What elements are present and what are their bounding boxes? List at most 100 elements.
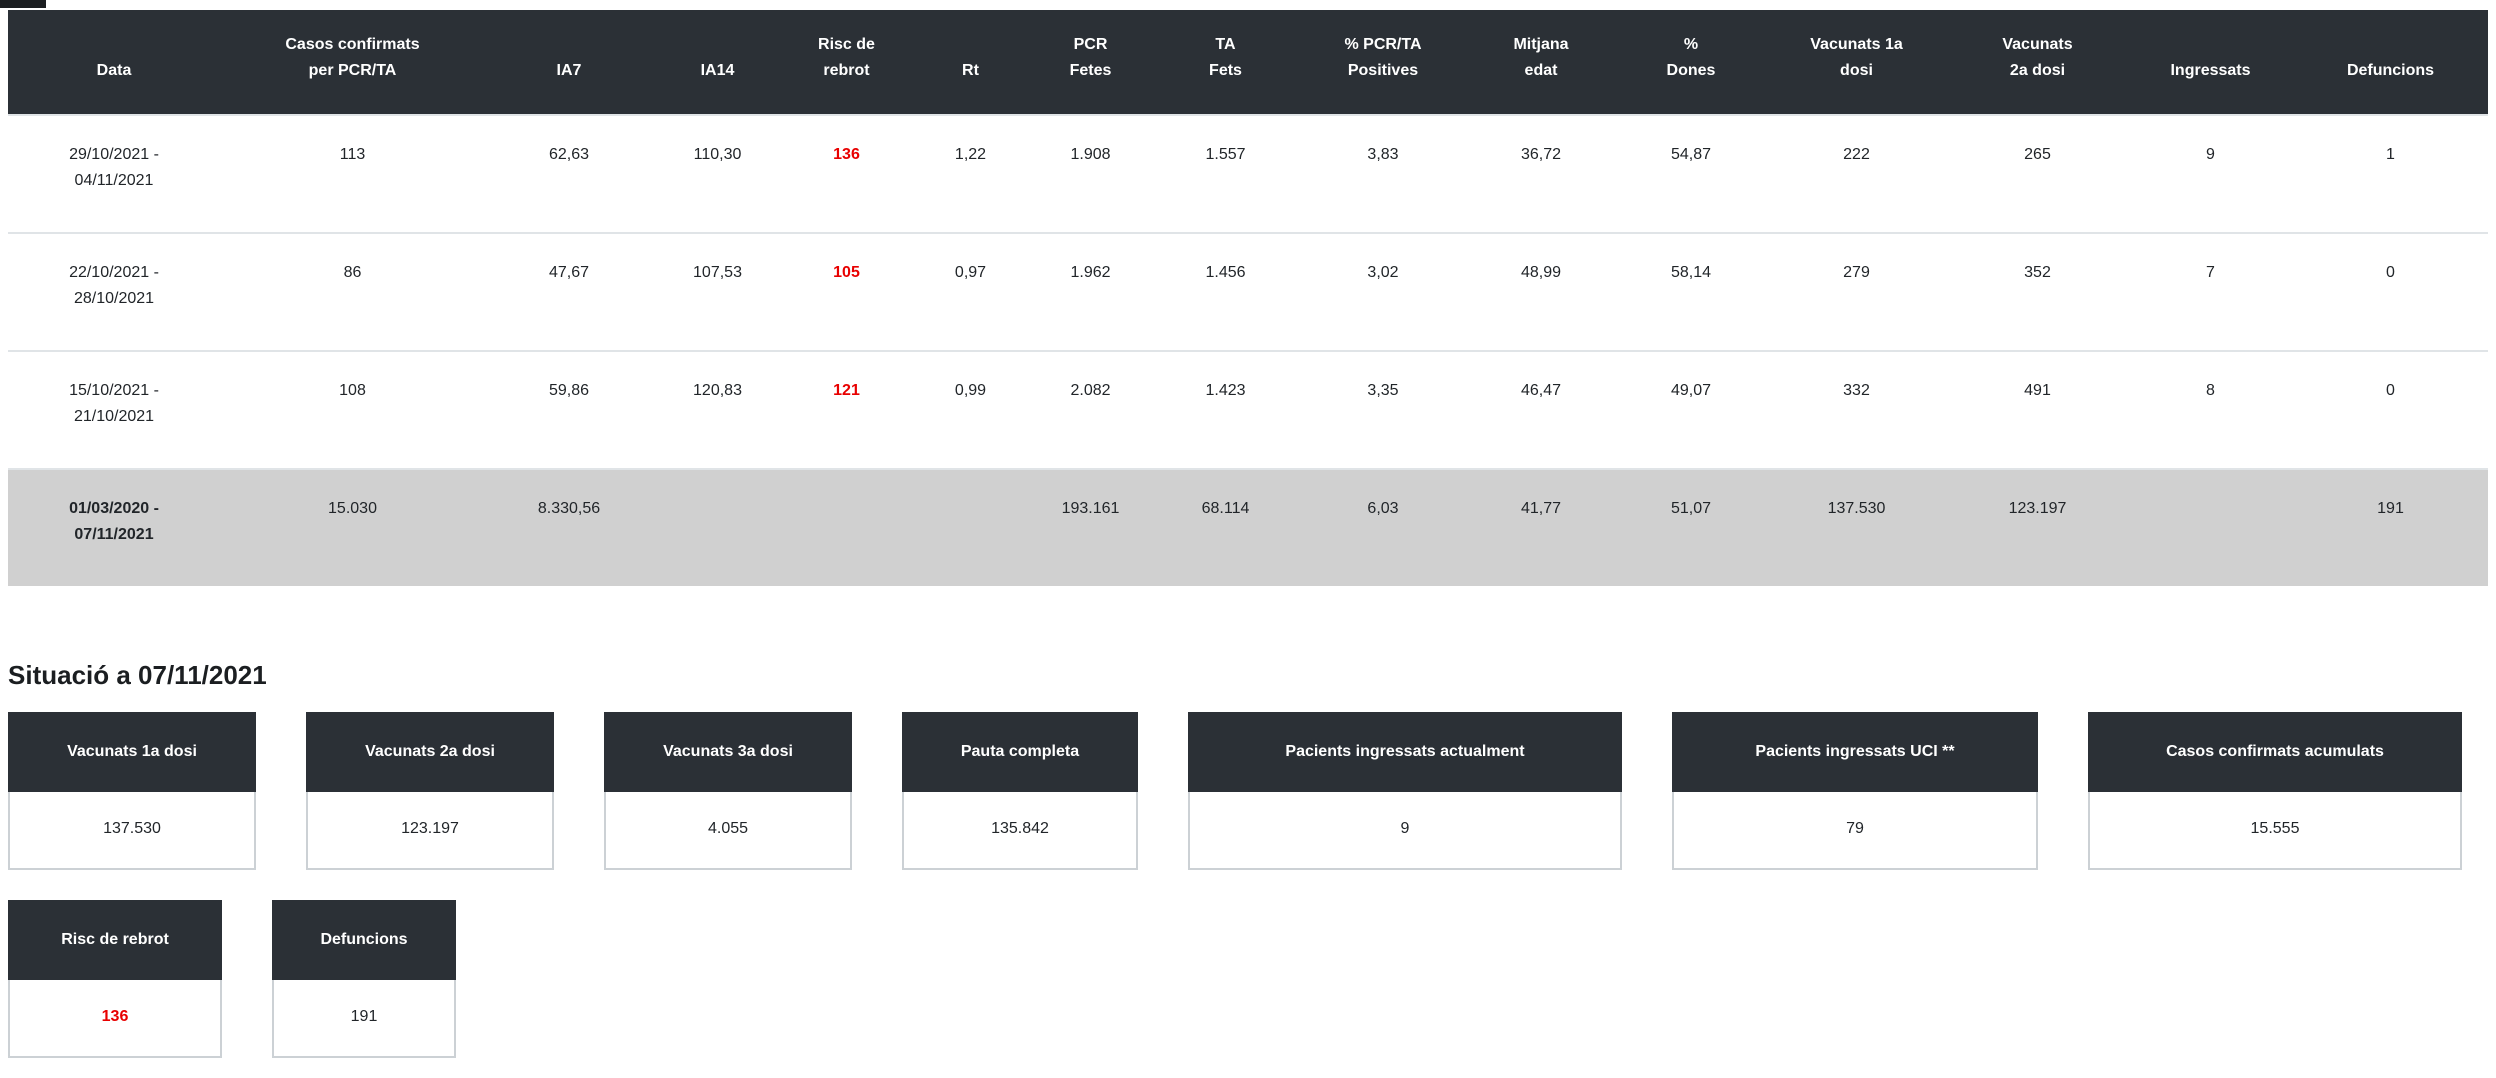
stat-card-label: Pauta completa xyxy=(902,712,1138,792)
stat-card-vacunats-3a-dosi: Vacunats 3a dosi 4.055 xyxy=(604,712,852,870)
column-header-vacunats-1a-dosi: Vacunats 1a dosi xyxy=(1766,10,1947,115)
column-header-data: Data xyxy=(8,10,220,115)
cell-vacunats-2a-dosi: 123.197 xyxy=(1947,468,2128,586)
cell-pcr-ta-positives: 3,83 xyxy=(1300,114,1466,233)
table-row-totals: 01/03/2020 -07/11/2021 15.030 8.330,56 1… xyxy=(8,468,2488,586)
cell-dones: 49,07 xyxy=(1616,350,1766,469)
cell-ia14: 107,53 xyxy=(653,232,782,351)
cell-defuncions: 0 xyxy=(2293,232,2488,351)
cell-data-range: 22/10/2021 -28/10/2021 xyxy=(8,232,220,351)
cell-pcr-ta-positives: 6,03 xyxy=(1300,468,1466,586)
cell-ia14: 110,30 xyxy=(653,114,782,233)
stat-card-value: 15.555 xyxy=(2088,792,2462,870)
cell-risc-de-rebrot: 105 xyxy=(782,232,911,351)
stat-card-value: 137.530 xyxy=(8,792,256,870)
stat-card-label: Risc de rebrot xyxy=(8,900,222,980)
cell-ingressats: 8 xyxy=(2128,350,2293,469)
stat-card-value: 123.197 xyxy=(306,792,554,870)
stat-card-risc-de-rebrot: Risc de rebrot 136 xyxy=(8,900,222,1058)
summary-cards-row-1: Vacunats 1a dosi 137.530 Vacunats 2a dos… xyxy=(8,712,2488,870)
column-header-ingressats: Ingressats xyxy=(2128,10,2293,115)
stat-card-label: Vacunats 2a dosi xyxy=(306,712,554,792)
situation-heading: Situació a 07/11/2021 xyxy=(8,660,267,690)
cell-rt xyxy=(911,468,1030,586)
stat-card-label: Vacunats 3a dosi xyxy=(604,712,852,792)
column-header-mitjana-edat: Mitjana edat xyxy=(1466,10,1616,115)
cell-data-range: 15/10/2021 -21/10/2021 xyxy=(8,350,220,469)
column-header-rt: Rt xyxy=(911,10,1030,115)
cell-mitjana-edat: 41,77 xyxy=(1466,468,1616,586)
cell-ingressats xyxy=(2128,468,2293,586)
column-header-pcr-ta-positives: % PCR/TA Positives xyxy=(1300,10,1466,115)
cell-defuncions: 1 xyxy=(2293,114,2488,233)
cell-vacunats-1a-dosi: 332 xyxy=(1766,350,1947,469)
cell-risc-de-rebrot: 136 xyxy=(782,114,911,233)
cell-pcr-fetes: 1.908 xyxy=(1030,114,1151,233)
stat-card-pacients-ingressats-actualment: Pacients ingressats actualment 9 xyxy=(1188,712,1622,870)
stat-card-pauta-completa: Pauta completa 135.842 xyxy=(902,712,1138,870)
cell-ingressats: 7 xyxy=(2128,232,2293,351)
cell-pcr-ta-positives: 3,35 xyxy=(1300,350,1466,469)
covid-stats-table: Data Casos confirmats per PCR/TA IA7 IA14… xyxy=(8,10,2488,586)
stat-card-casos-confirmats-acumulats: Casos confirmats acumulats 15.555 xyxy=(2088,712,2462,870)
cell-pcr-fetes: 193.161 xyxy=(1030,468,1151,586)
cell-data-range: 01/03/2020 -07/11/2021 xyxy=(8,468,220,586)
cell-ia14: 120,83 xyxy=(653,350,782,469)
column-header-ia7: IA7 xyxy=(485,10,653,115)
cell-vacunats-1a-dosi: 279 xyxy=(1766,232,1947,351)
cell-rt: 1,22 xyxy=(911,114,1030,233)
cell-risc-de-rebrot xyxy=(782,468,911,586)
column-header-vacunats-2a-dosi: Vacunats 2a dosi xyxy=(1947,10,2128,115)
cell-casos-confirmats: 108 xyxy=(220,350,485,469)
stat-card-pacients-ingressats-uci: Pacients ingressats UCI ** 79 xyxy=(1672,712,2038,870)
cell-risc-de-rebrot: 121 xyxy=(782,350,911,469)
cell-casos-confirmats: 113 xyxy=(220,114,485,233)
cell-vacunats-1a-dosi: 222 xyxy=(1766,114,1947,233)
stat-card-value: 79 xyxy=(1672,792,2038,870)
cell-vacunats-2a-dosi: 491 xyxy=(1947,350,2128,469)
cell-mitjana-edat: 48,99 xyxy=(1466,232,1616,351)
cell-data-range: 29/10/2021 -04/11/2021 xyxy=(8,114,220,233)
cell-defuncions: 0 xyxy=(2293,350,2488,469)
cell-rt: 0,99 xyxy=(911,350,1030,469)
cell-ia7: 59,86 xyxy=(485,350,653,469)
cell-dones: 54,87 xyxy=(1616,114,1766,233)
cell-casos-confirmats: 15.030 xyxy=(220,468,485,586)
column-header-casos-confirmats: Casos confirmats per PCR/TA xyxy=(220,10,485,115)
stat-card-label: Pacients ingressats UCI ** xyxy=(1672,712,2038,792)
stat-card-label: Defuncions xyxy=(272,900,456,980)
stat-card-vacunats-2a-dosi: Vacunats 2a dosi 123.197 xyxy=(306,712,554,870)
cell-mitjana-edat: 36,72 xyxy=(1466,114,1616,233)
stat-card-defuncions: Defuncions 191 xyxy=(272,900,456,1058)
stat-card-label: Pacients ingressats actualment xyxy=(1188,712,1622,792)
cell-dones: 51,07 xyxy=(1616,468,1766,586)
cell-rt: 0,97 xyxy=(911,232,1030,351)
cell-ta-fets: 1.423 xyxy=(1151,350,1300,469)
cell-ia14 xyxy=(653,468,782,586)
cell-vacunats-1a-dosi: 137.530 xyxy=(1766,468,1947,586)
column-header-pcr-fetes: PCR Fetes xyxy=(1030,10,1151,115)
cell-pcr-fetes: 1.962 xyxy=(1030,232,1151,351)
column-header-ia14: IA14 xyxy=(653,10,782,115)
cell-pcr-fetes: 2.082 xyxy=(1030,350,1151,469)
cell-ingressats: 9 xyxy=(2128,114,2293,233)
cell-ta-fets: 1.456 xyxy=(1151,232,1300,351)
stat-card-value: 191 xyxy=(272,980,456,1058)
cell-dones: 58,14 xyxy=(1616,232,1766,351)
summary-cards-row-2: Risc de rebrot 136 Defuncions 191 xyxy=(8,900,2488,1058)
cell-vacunats-2a-dosi: 265 xyxy=(1947,114,2128,233)
cell-pcr-ta-positives: 3,02 xyxy=(1300,232,1466,351)
stat-card-vacunats-1a-dosi: Vacunats 1a dosi 137.530 xyxy=(8,712,256,870)
table-row-week-1: 29/10/2021 -04/11/2021 113 62,63 110,30 … xyxy=(8,114,2488,233)
cell-ta-fets: 68.114 xyxy=(1151,468,1300,586)
cell-ia7: 62,63 xyxy=(485,114,653,233)
page-top-fragment xyxy=(0,0,46,8)
table-row-week-3: 15/10/2021 -21/10/2021 108 59,86 120,83 … xyxy=(8,350,2488,469)
cell-ta-fets: 1.557 xyxy=(1151,114,1300,233)
column-header-risc-de-rebrot: Risc de rebrot xyxy=(782,10,911,115)
cell-defuncions: 191 xyxy=(2293,468,2488,586)
stat-card-value: 135.842 xyxy=(902,792,1138,870)
cell-ia7: 47,67 xyxy=(485,232,653,351)
stat-card-label: Vacunats 1a dosi xyxy=(8,712,256,792)
